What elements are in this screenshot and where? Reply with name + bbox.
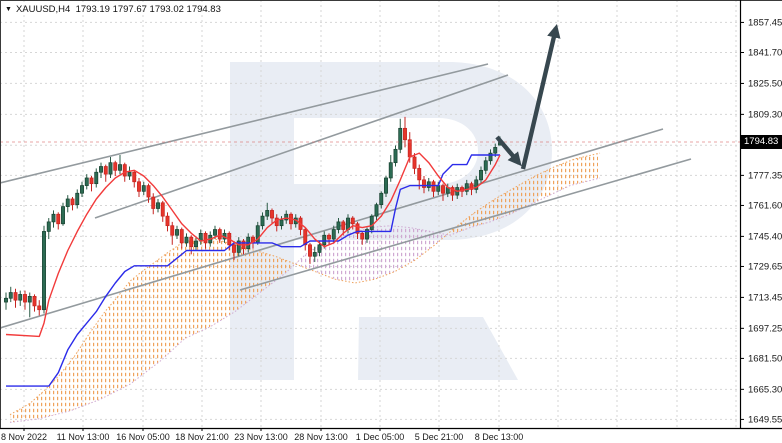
time-axis-label: 16 Nov 05:00 [116, 432, 170, 442]
time-axis-label: 11 Nov 13:00 [57, 432, 110, 442]
time-axis-label: 23 Nov 13:00 [234, 432, 288, 442]
price-axis-label: 1857.45 [748, 17, 782, 28]
symbol-ohlc-text: XAUUSD,H4 1793.19 1797.67 1793.02 1794.8… [15, 4, 221, 15]
price-axis-label: 1809.30 [748, 109, 782, 120]
trend-lines[interactable] [0, 63, 692, 329]
time-axis-label: 8 Nov 2022 [1, 432, 47, 442]
price-axis-label: 1681.50 [748, 353, 782, 364]
price-axis-label: 1697.25 [748, 323, 782, 334]
candles [4, 116, 502, 318]
price-axis-label: 1713.45 [748, 292, 782, 303]
price-axis-label: 1825.50 [748, 78, 782, 89]
forecast-arrow[interactable] [495, 24, 561, 170]
watermark-logo [230, 62, 552, 380]
time-axis-label: 28 Nov 13:00 [294, 432, 348, 442]
price-axis-label: 1777.35 [748, 170, 782, 181]
grid [0, 0, 740, 428]
ichimoku-cloud [9, 152, 601, 423]
time-axis-label: 18 Nov 21:00 [175, 432, 229, 442]
ichimoku-lines [5, 152, 501, 387]
price-axis-label: 1665.30 [748, 384, 782, 395]
price-axis-label: 1745.40 [748, 231, 782, 242]
chart-title: ▼ XAUUSD,H4 1793.19 1797.67 1793.02 1794.… [5, 4, 221, 15]
price-axis-label: 1729.65 [748, 261, 782, 272]
time-axis-label: 8 Dec 13:00 [475, 432, 524, 442]
expand-triangle-icon[interactable]: ▼ [5, 6, 12, 13]
current-price-badge: 1794.83 [741, 135, 782, 149]
price-axis-label: 1841.70 [748, 48, 782, 59]
price-axis[interactable]: 1857.45 1841.70 1825.50 1809.30 1777.35 1761.… [0, 0, 782, 428]
time-axis-label: 1 Dec 05:00 [356, 432, 405, 442]
price-axis-label: 1761.60 [748, 200, 782, 211]
time-axis[interactable]: 8 Nov 2022 11 Nov 13:00 16 Nov 05:00 18 Nov… [0, 427, 782, 442]
price-axis-label: 1649.55 [748, 414, 782, 425]
time-axis-label: 5 Dec 21:00 [415, 432, 464, 442]
